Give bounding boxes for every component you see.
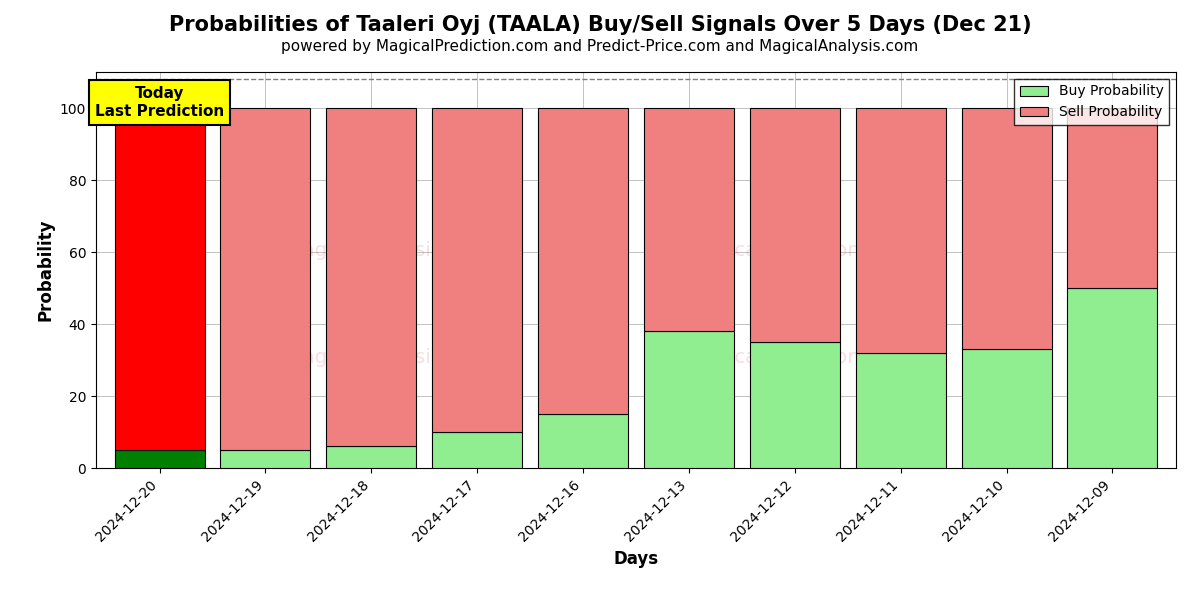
Text: MagicalPrediction.com: MagicalPrediction.com — [689, 241, 907, 260]
Legend: Buy Probability, Sell Probability: Buy Probability, Sell Probability — [1014, 79, 1169, 125]
Text: MagicalPrediction.com: MagicalPrediction.com — [689, 347, 907, 367]
Text: Today
Last Prediction: Today Last Prediction — [95, 86, 224, 119]
Bar — [644, 331, 734, 468]
Bar — [432, 108, 522, 432]
Bar — [114, 108, 204, 450]
Bar — [221, 450, 311, 468]
Bar — [750, 108, 840, 342]
Bar — [432, 432, 522, 468]
Text: MagicalAnalysis.com: MagicalAnalysis.com — [287, 347, 488, 367]
Text: Probabilities of Taaleri Oyj (TAALA) Buy/Sell Signals Over 5 Days (Dec 21): Probabilities of Taaleri Oyj (TAALA) Buy… — [169, 15, 1031, 35]
Bar — [856, 108, 946, 353]
Bar — [538, 108, 628, 414]
Bar — [750, 342, 840, 468]
Bar — [856, 353, 946, 468]
Bar — [326, 446, 416, 468]
Text: powered by MagicalPrediction.com and Predict-Price.com and MagicalAnalysis.com: powered by MagicalPrediction.com and Pre… — [281, 39, 919, 54]
Bar — [1068, 108, 1158, 288]
Bar — [961, 349, 1051, 468]
Bar — [538, 414, 628, 468]
Bar — [961, 108, 1051, 349]
Bar — [326, 108, 416, 446]
Bar — [644, 108, 734, 331]
Bar — [221, 108, 311, 450]
X-axis label: Days: Days — [613, 550, 659, 568]
Y-axis label: Probability: Probability — [36, 219, 54, 321]
Text: MagicalAnalysis.com: MagicalAnalysis.com — [287, 241, 488, 260]
Bar — [1068, 288, 1158, 468]
Bar — [114, 450, 204, 468]
